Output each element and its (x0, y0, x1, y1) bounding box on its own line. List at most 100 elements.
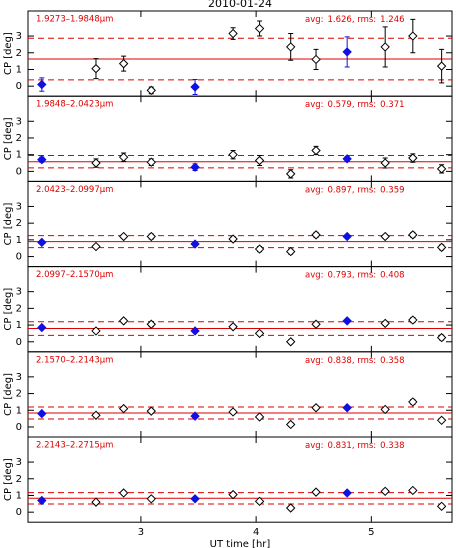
point (118, 403, 129, 414)
point (285, 169, 296, 179)
point (436, 61, 447, 71)
point (146, 319, 156, 329)
band-label: 2.2143–2.2715μm (36, 441, 113, 451)
point (380, 318, 390, 329)
y-tick-label: 3 (16, 372, 22, 383)
avg-label: avg: (305, 100, 324, 110)
point (380, 404, 390, 415)
point (436, 164, 447, 174)
point (190, 82, 200, 92)
point (146, 85, 156, 96)
avg-value: 0.838 (328, 355, 352, 365)
y-tick-label: 0 (16, 507, 22, 518)
point (190, 411, 200, 421)
avg-label: avg: (305, 270, 324, 280)
plot-area (28, 145, 452, 179)
band-label: 2.0423–2.0997μm (36, 185, 113, 195)
point (146, 406, 156, 416)
point (118, 152, 129, 162)
y-tick-label: 3 (16, 31, 22, 42)
avg-value: 0.831 (328, 441, 352, 451)
point (228, 407, 238, 417)
rms-value: 0.408 (380, 270, 404, 280)
rms-label: , rms: (352, 100, 376, 110)
point (254, 412, 265, 422)
point (37, 322, 47, 333)
point (311, 230, 321, 240)
x-tick-label: 3 (138, 527, 144, 538)
y-tick-label: 2 (16, 474, 22, 485)
point (311, 54, 321, 65)
avg-value: 0.793 (328, 270, 352, 280)
stats-label: avg: 0.897, rms: 0.359 (305, 185, 405, 195)
band-label: 1.9273–1.9848μm (36, 15, 113, 25)
x-axis-label: UT time [hr] (210, 539, 271, 548)
point (118, 316, 129, 326)
point (285, 246, 296, 257)
stats-label: avg: 0.793, rms: 0.408 (305, 270, 405, 280)
point (190, 239, 200, 249)
point (37, 495, 47, 506)
point (436, 415, 447, 426)
point (408, 31, 418, 41)
rms-label: , rms: (352, 355, 376, 365)
y-axis-label: CP [deg] (3, 117, 14, 160)
point (311, 487, 321, 497)
y-tick-label: 3 (16, 201, 22, 212)
point (146, 231, 156, 242)
y-axis-label: CP [deg] (3, 373, 14, 416)
rms-value: 0.371 (380, 100, 404, 110)
plot-area (28, 485, 452, 513)
point (91, 410, 101, 420)
rms-label: , rms: (352, 185, 376, 195)
point (190, 162, 200, 172)
point (146, 157, 156, 167)
rms-label: , rms: (352, 441, 376, 451)
point (190, 494, 200, 504)
point (228, 234, 238, 244)
avg-label: avg: (305, 441, 324, 451)
y-tick-label: 0 (16, 422, 22, 433)
point (380, 231, 390, 242)
avg-label: avg: (305, 355, 324, 365)
avg-value: 0.897 (328, 185, 352, 195)
y-tick-label: 1 (16, 320, 22, 331)
point (37, 408, 47, 419)
y-tick-label: 1 (16, 405, 22, 416)
panel-frame (27, 436, 453, 523)
rms-label: , rms: (352, 270, 376, 280)
band-label: 2.1570–2.2143μm (36, 355, 113, 365)
point (37, 79, 47, 90)
point (342, 154, 352, 164)
y-tick-label: 0 (16, 337, 22, 348)
avg-value: 1.626 (328, 15, 352, 25)
stats-label: avg: 0.579, rms: 0.371 (305, 100, 405, 110)
rms-label: , rms: (352, 15, 376, 25)
point (408, 485, 418, 496)
point (118, 58, 129, 69)
y-tick-label: 0 (16, 166, 22, 177)
y-tick-label: 2 (16, 133, 22, 144)
point (228, 322, 238, 332)
plot-area (28, 18, 452, 96)
point (436, 501, 447, 512)
avg-label: avg: (305, 185, 324, 195)
point (285, 503, 296, 513)
point (311, 403, 321, 413)
point (342, 488, 352, 498)
point (91, 158, 101, 168)
y-tick-label: 2 (16, 389, 22, 400)
point (91, 63, 101, 74)
point (91, 326, 101, 336)
rms-value: 1.246 (380, 15, 404, 25)
y-axis-label: CP [deg] (3, 202, 14, 245)
y-axis-label: CP [deg] (3, 288, 14, 331)
point (342, 47, 352, 57)
y-axis-label: CP [deg] (3, 32, 14, 75)
y-tick-label: 2 (16, 303, 22, 314)
point (254, 23, 265, 34)
band-label: 2.0997–2.1570μm (36, 270, 113, 280)
stats-label: avg: 1.626, rms: 1.246 (305, 15, 405, 25)
y-tick-label: 2 (16, 48, 22, 59)
